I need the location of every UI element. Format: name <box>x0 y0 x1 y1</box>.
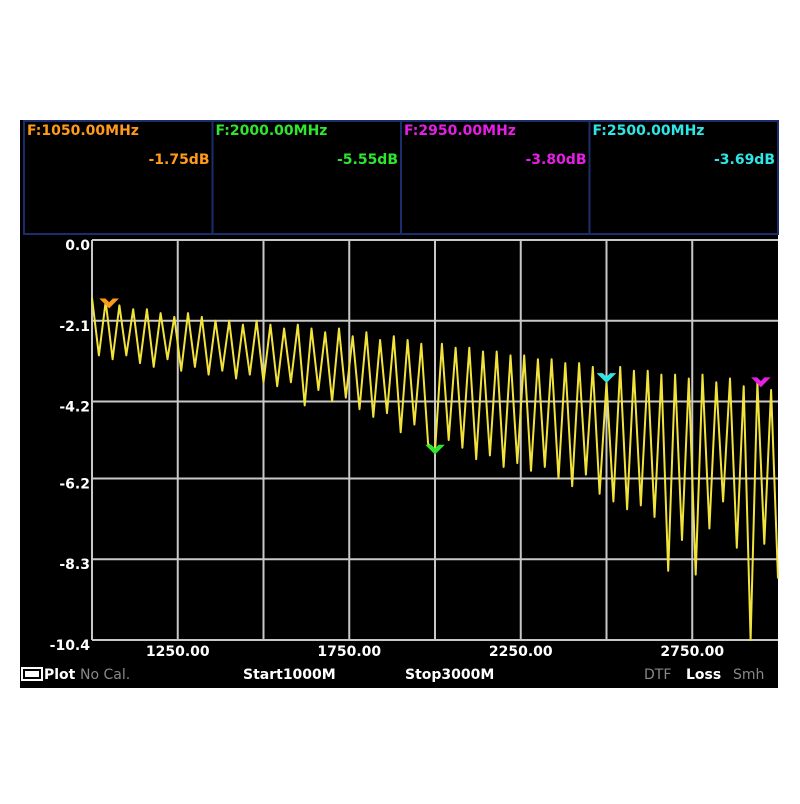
y-tick-label: -2.1 <box>59 319 90 335</box>
x-tick-label: 2750.00 <box>660 644 724 660</box>
y-tick-label: -10.4 <box>50 638 91 654</box>
plot: 0.0 -2.1 -4.2 -6.2 -8.3 -10.4 1250.00 1750.00 22… <box>50 238 779 660</box>
marker-glyph <box>596 373 617 383</box>
x-tick-label: 1750.00 <box>317 644 381 660</box>
marker-panel: F:1050.00MHz -1.75dB F:2000.00MHz -5.55dB F:… <box>23 120 779 235</box>
status-stop[interactable]: Stop3000M <box>405 667 494 683</box>
marker-value: -3.69dB <box>714 152 775 168</box>
status-mode[interactable]: Plot <box>44 667 76 683</box>
marker-freq: F:2500.00MHz <box>593 123 705 139</box>
marker-value: -5.55dB <box>337 152 398 168</box>
battery-icon <box>21 667 43 681</box>
marker-value: -3.80dB <box>525 152 586 168</box>
x-tick-label: 2250.00 <box>489 644 553 660</box>
y-tick-label: -6.2 <box>59 476 90 492</box>
marker-box <box>588 120 779 235</box>
status-dtf[interactable]: DTF <box>644 667 671 683</box>
status-loss[interactable]: Loss <box>686 667 721 683</box>
marker-glyph <box>751 377 771 388</box>
marker-freq: F:1050.00MHz <box>27 123 139 139</box>
y-tick-label: 0.0 <box>65 238 90 254</box>
y-tick-label: -4.2 <box>59 400 90 416</box>
y-tick-label: -8.3 <box>59 557 90 573</box>
status-start[interactable]: Start1000M <box>243 667 336 683</box>
status-smith[interactable]: Smh <box>733 667 764 683</box>
marker-value: -1.75dB <box>148 152 209 168</box>
marker-glyph <box>99 298 119 309</box>
x-tick-label: 1250.00 <box>146 644 210 660</box>
marker-glyph <box>425 444 445 455</box>
battery-level <box>25 671 39 677</box>
status-cal: No Cal. <box>80 667 130 683</box>
marker-freq: F:2950.00MHz <box>404 123 516 139</box>
marker-freq: F:2000.00MHz <box>216 123 328 139</box>
